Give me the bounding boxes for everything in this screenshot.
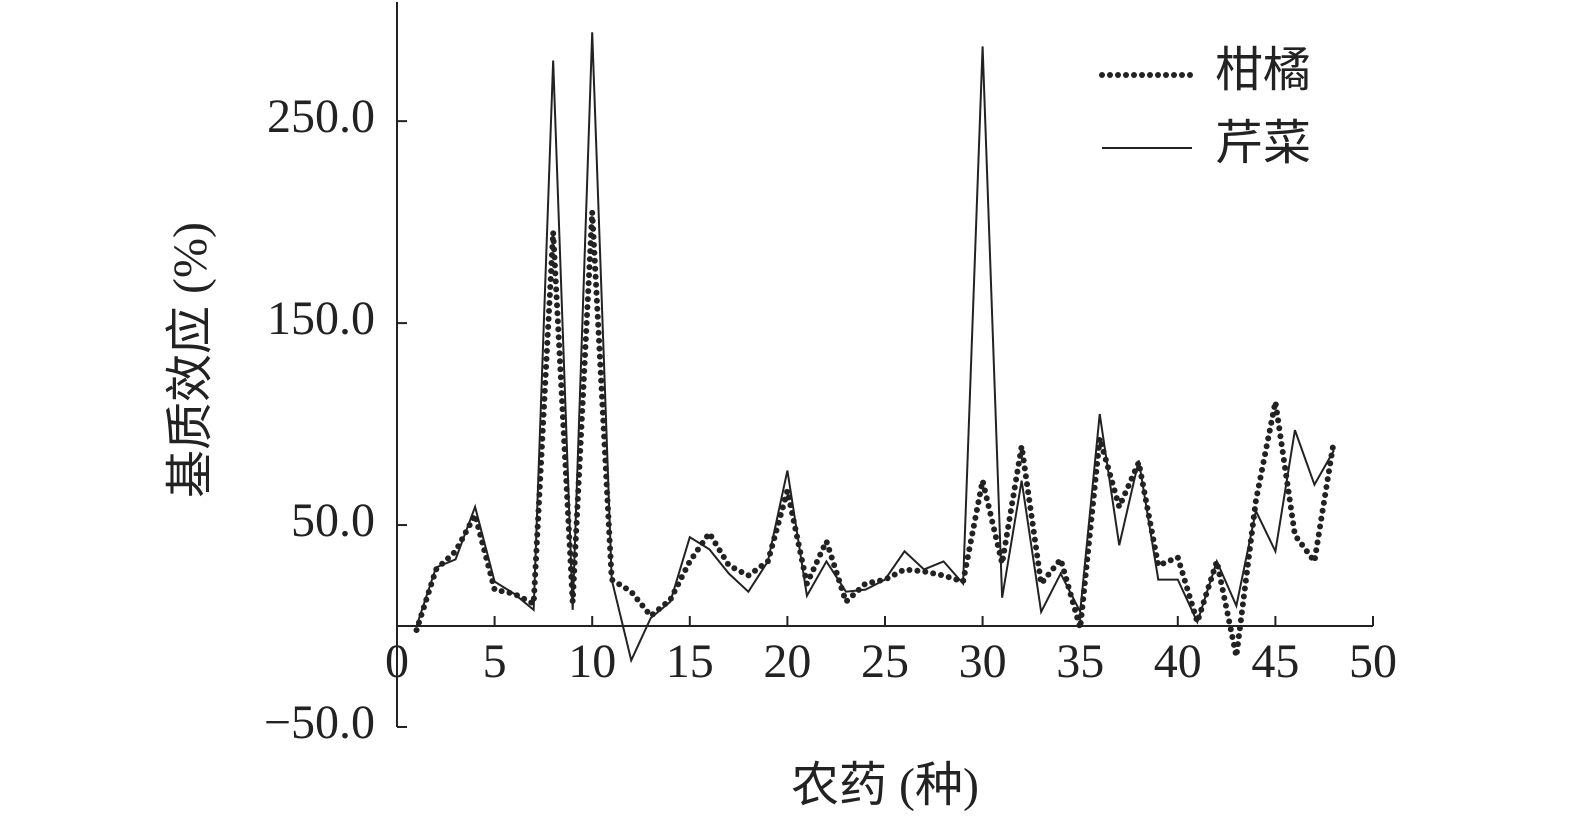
y-tick-label: −50.0 (264, 696, 375, 749)
x-axis-label: 农药 (种) (791, 759, 979, 812)
y-tick-label: 50.0 (291, 494, 375, 547)
x-tick-label: 5 (483, 635, 507, 688)
x-tick-label: 30 (959, 635, 1007, 688)
x-tick-label: 0 (385, 635, 409, 688)
y-axis-label: 基质效应 (%) (164, 222, 217, 498)
x-tick-label: 50 (1349, 635, 1397, 688)
legend-label: 芹菜 (1215, 117, 1311, 170)
x-tick-label: 40 (1154, 635, 1202, 688)
x-tick-label: 25 (861, 635, 909, 688)
x-tick-label: 35 (1056, 635, 1104, 688)
x-tick-label: 20 (763, 635, 811, 688)
series-line (413, 211, 1337, 657)
x-tick-label: 45 (1251, 635, 1299, 688)
y-tick-label: 250.0 (267, 90, 375, 143)
series-line (415, 32, 1335, 664)
x-tick-label: 15 (666, 635, 714, 688)
x-tick-label: 10 (568, 635, 616, 688)
y-tick-label: 150.0 (267, 292, 375, 345)
legend-label: 柑橘 (1215, 44, 1311, 97)
